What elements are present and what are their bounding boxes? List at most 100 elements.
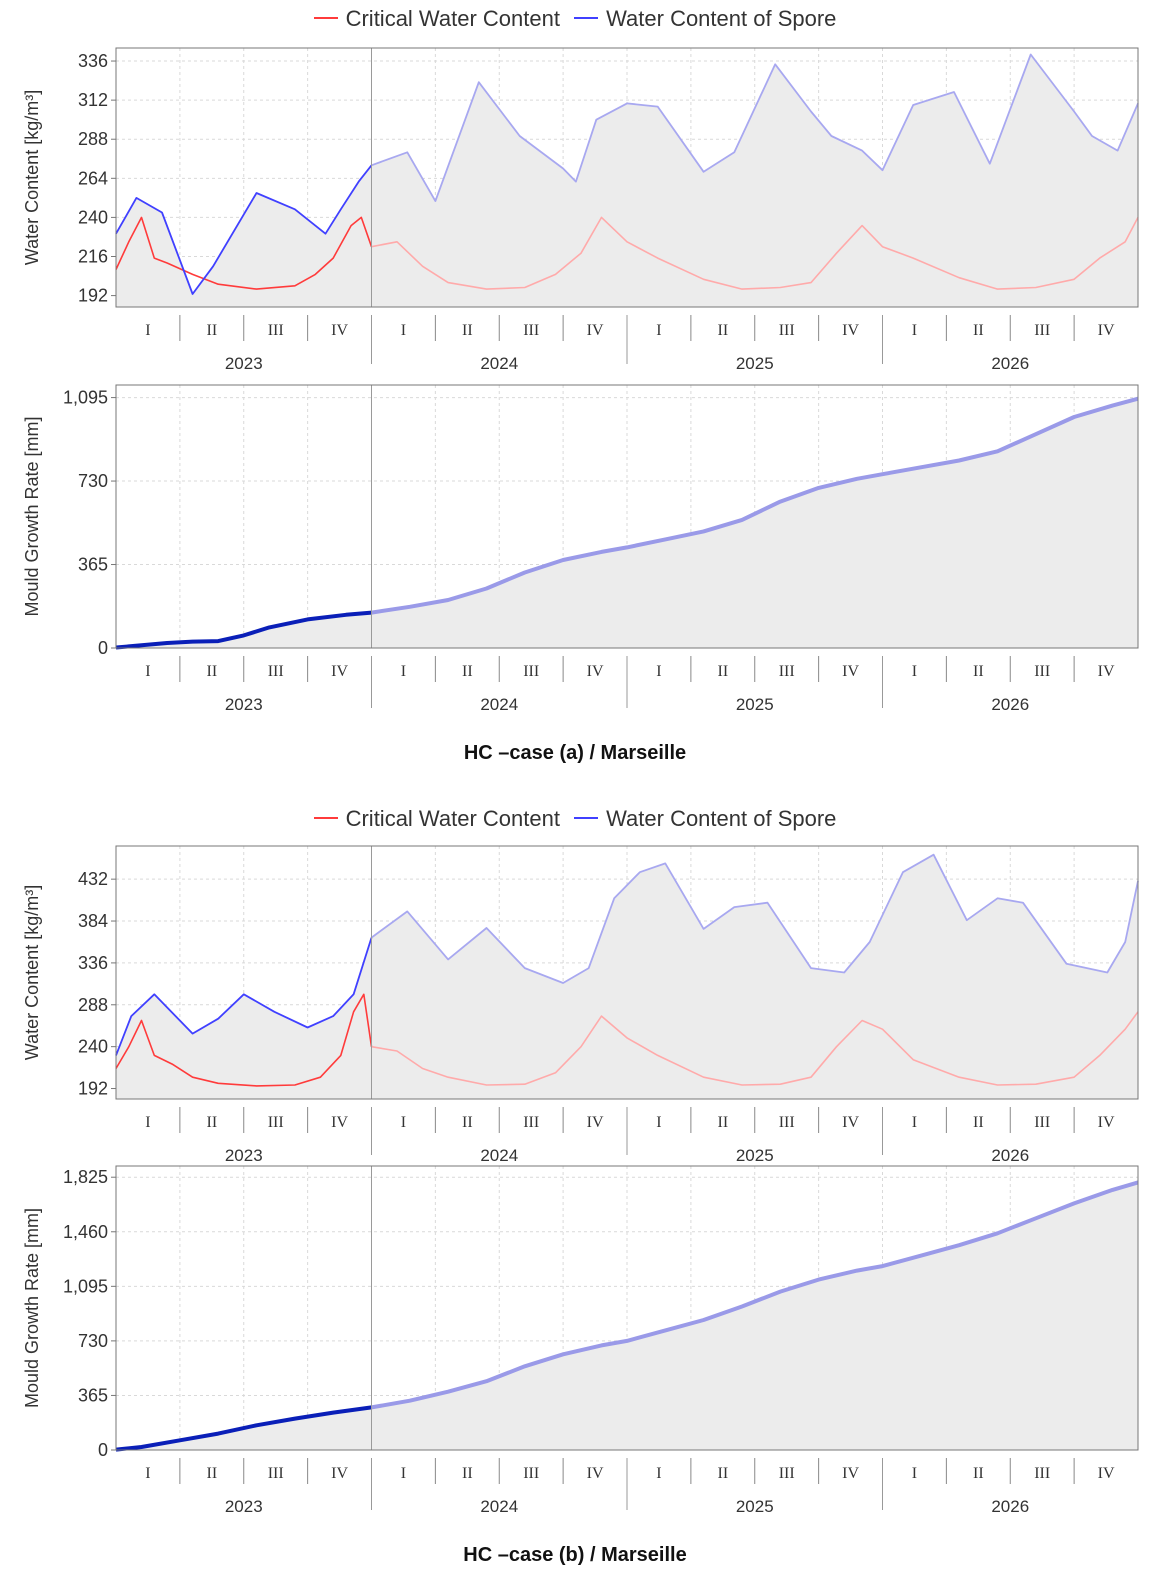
x-quarter-label: IV [1098,1114,1115,1131]
x-quarter-label: III [1034,1465,1050,1482]
x-year-label: 2023 [225,695,263,714]
y-axis-title: Mould Growth Rate [mm] [22,1208,42,1408]
legend-item-critical: Critical Water Content [313,6,560,32]
x-quarter-label: II [206,1114,217,1131]
caption-b: HC –case (b) / Marseille [463,1544,687,1566]
x-quarter-label: III [268,322,284,339]
mould-growth-line-faded [371,396,1139,615]
y-axis-title: Mould Growth Rate [mm] [22,416,42,616]
x-quarter-label: I [656,322,661,339]
x-quarter-label: III [1034,663,1050,680]
x-quarter-label: III [523,1114,539,1131]
x-quarter-label: I [656,663,661,680]
y-tick-label: 1,095 [63,388,108,408]
x-quarter-label: IV [842,322,859,339]
x-year-label: 2025 [736,354,774,373]
x-quarter-label: I [912,663,917,680]
x-quarter-label: III [779,322,795,339]
x-year-label: 2025 [736,1497,774,1516]
x-quarter-label: IV [1098,322,1115,339]
x-year-label: 2023 [225,354,263,373]
x-quarter-label: II [973,663,984,680]
mould-growth-line [115,610,372,650]
critical-water-content-line [115,216,373,290]
x-year-label: 2025 [736,695,774,714]
legend-swatch-critical [313,817,338,820]
x-quarter-label: I [912,1465,917,1482]
x-quarter-label: II [462,1465,473,1482]
y-tick-label: 264 [78,168,108,188]
y-tick-label: 288 [78,995,108,1015]
legend-label-critical: Critical Water Content [345,806,560,831]
plot-frame [115,845,1139,1100]
y-tick-label: 240 [78,1037,108,1057]
x-quarter-label: II [717,1465,728,1482]
legend-item-critical: Critical Water Content [313,806,560,832]
y-tick-label: 0 [98,1440,108,1460]
caption-a: HC –case (a) / Marseille [463,742,687,764]
x-quarter-label: III [1034,322,1050,339]
x-quarter-label: IV [842,1114,859,1131]
legend-swatch-spore [574,817,599,820]
x-quarter-label: I [912,1114,917,1131]
legend-label-spore: Water Content of Spore [606,6,837,31]
y-tick-label: 365 [78,1385,108,1405]
critical-water-content-line [115,993,373,1087]
x-quarter-label: III [523,322,539,339]
x-quarter-label: I [401,322,406,339]
y-tick-label: 336 [78,51,108,71]
plot-frame [115,47,1139,308]
legend-item-spore: Water Content of Spore [574,806,836,832]
x-year-label: 2023 [225,1497,263,1516]
x-quarter-label: IV [842,1465,859,1482]
x-quarter-label: I [401,1465,406,1482]
y-tick-label: 312 [78,90,108,110]
x-quarter-label: I [656,1114,661,1131]
legend-a: Critical Water Content Water Content of … [0,6,1150,32]
legend-label-spore: Water Content of Spore [606,806,837,831]
x-quarter-label: III [268,1465,284,1482]
y-tick-label: 1,095 [63,1276,108,1296]
x-year-label: 2026 [991,1497,1029,1516]
water-content-chart-b: 192 240 288 336 384 432 Water Content [kg/m³] I… [22,845,1139,1165]
x-quarter-label: II [717,322,728,339]
plot-frame [115,384,1139,649]
y-tick-label: 192 [78,1079,108,1099]
y-tick-label: 240 [78,207,108,227]
water-content-spore-line [115,164,373,295]
x-quarter-label: II [973,1465,984,1482]
y-axis-title: Water Content [kg/m³] [22,885,42,1060]
y-tick-label: 365 [78,555,108,575]
x-quarter-label: IV [587,322,604,339]
x-quarter-label: III [268,663,284,680]
x-quarter-label: III [523,1465,539,1482]
x-year-label: 2024 [480,354,518,373]
water-content-spore-line-faded [371,53,1139,202]
x-quarter-label: II [462,663,473,680]
x-quarter-label: IV [842,663,859,680]
y-tick-label: 192 [78,286,108,306]
x-quarter-label: II [462,322,473,339]
x-quarter-label: II [717,1114,728,1131]
critical-water-content-line-faded [371,216,1139,290]
water-content-chart-a: 192 216 240 264 288 312 336 Water Content [kg/m… [22,47,1139,373]
y-tick-label: 384 [78,911,108,931]
x-quarter-label: IV [587,663,604,680]
water-content-spore-line [115,937,373,1056]
x-year-label: 2025 [736,1146,774,1165]
y-tick-label: 288 [78,129,108,149]
mould-growth-line-faded [371,1180,1139,1410]
x-quarter-label: I [145,663,150,680]
x-year-label: 2024 [480,695,518,714]
x-quarter-label: IV [331,322,348,339]
x-quarter-label: I [145,1465,150,1482]
x-quarter-label: IV [587,1114,604,1131]
series-area-fill [116,398,1138,648]
y-tick-label: 432 [78,869,108,889]
x-quarter-label: I [401,1114,406,1131]
legend-swatch-critical [313,17,338,20]
x-quarter-label: III [268,1114,284,1131]
x-year-label: 2026 [991,695,1029,714]
water-content-spore-line-faded [370,853,1139,984]
